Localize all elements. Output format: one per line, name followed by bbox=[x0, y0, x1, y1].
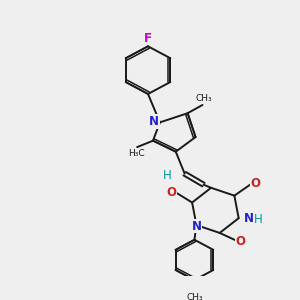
Text: F: F bbox=[144, 32, 152, 45]
Text: H₃C: H₃C bbox=[128, 149, 144, 158]
Text: H: H bbox=[163, 169, 171, 182]
Text: CH₃: CH₃ bbox=[195, 94, 212, 103]
Text: N: N bbox=[244, 212, 254, 225]
Text: O: O bbox=[166, 186, 176, 199]
Text: CH₃: CH₃ bbox=[186, 293, 203, 300]
Text: O: O bbox=[236, 235, 245, 248]
Text: H: H bbox=[254, 213, 263, 226]
Text: N: N bbox=[149, 115, 159, 128]
Text: O: O bbox=[250, 177, 260, 190]
Text: N: N bbox=[191, 220, 201, 232]
